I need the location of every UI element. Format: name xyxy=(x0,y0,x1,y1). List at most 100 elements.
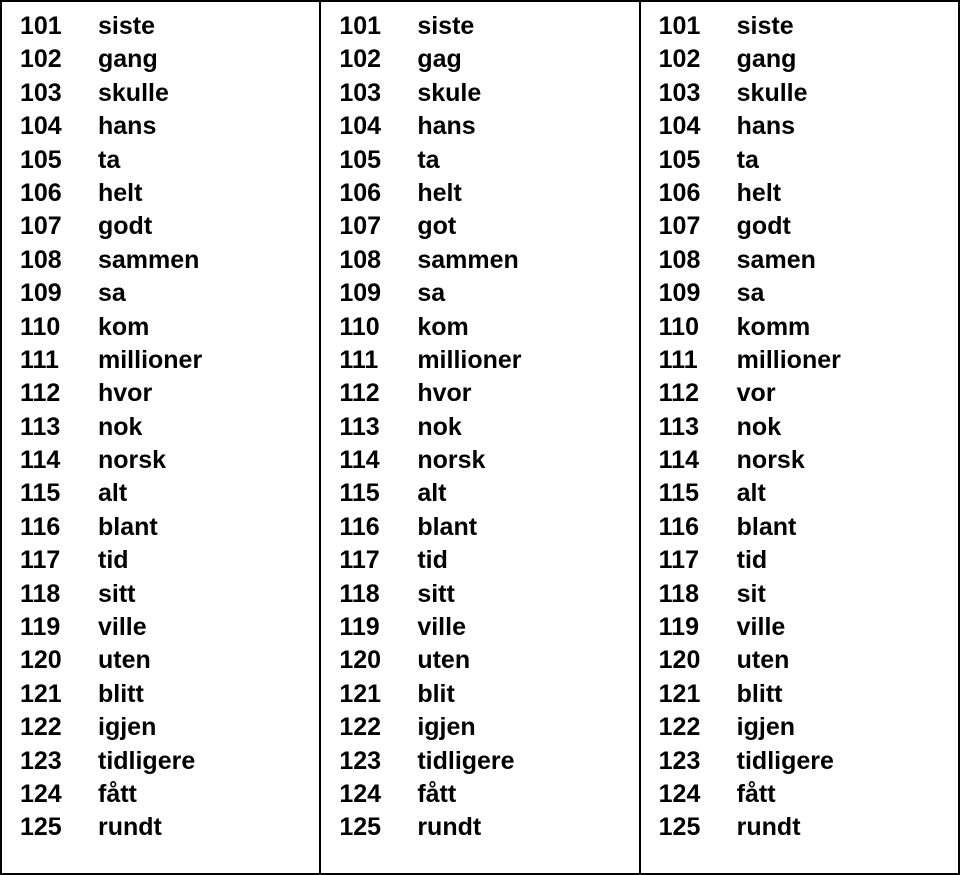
row-word: millioner xyxy=(737,346,948,375)
list-row: 121blitt xyxy=(20,680,309,713)
list-row: 117tid xyxy=(20,546,309,579)
row-number: 118 xyxy=(659,580,737,609)
row-word: tidligere xyxy=(417,747,628,776)
row-word: alt xyxy=(98,479,309,508)
row-number: 122 xyxy=(20,713,98,742)
row-number: 109 xyxy=(659,279,737,308)
row-word: gang xyxy=(98,45,309,74)
row-number: 121 xyxy=(659,680,737,709)
row-word: fått xyxy=(737,780,948,809)
row-word: blant xyxy=(737,513,948,542)
row-word: nok xyxy=(737,413,948,442)
list-row: 102gag xyxy=(339,45,628,78)
row-word: alt xyxy=(417,479,628,508)
row-number: 108 xyxy=(20,246,98,275)
list-row: 116blant xyxy=(659,513,948,546)
row-word: fått xyxy=(98,780,309,809)
list-row: 116blant xyxy=(20,513,309,546)
row-number: 118 xyxy=(20,580,98,609)
row-number: 111 xyxy=(339,346,417,375)
row-word: helt xyxy=(98,179,309,208)
row-number: 106 xyxy=(20,179,98,208)
row-number: 115 xyxy=(659,479,737,508)
row-number: 116 xyxy=(20,513,98,542)
row-number: 101 xyxy=(659,12,737,41)
row-number: 107 xyxy=(20,212,98,241)
list-row: 115alt xyxy=(20,479,309,512)
row-number: 124 xyxy=(659,780,737,809)
list-row: 119ville xyxy=(659,613,948,646)
row-number: 111 xyxy=(20,346,98,375)
row-word: fått xyxy=(417,780,628,809)
row-word: skulle xyxy=(98,79,309,108)
list-row: 121blitt xyxy=(659,680,948,713)
row-word: siste xyxy=(417,12,628,41)
row-word: ta xyxy=(417,146,628,175)
row-number: 112 xyxy=(20,379,98,408)
list-row: 108sammen xyxy=(20,246,309,279)
row-number: 125 xyxy=(339,813,417,842)
row-number: 113 xyxy=(339,413,417,442)
row-word: alt xyxy=(737,479,948,508)
list-row: 112hvor xyxy=(339,379,628,412)
list-row: 122igjen xyxy=(20,713,309,746)
list-row: 121blit xyxy=(339,680,628,713)
list-row: 107godt xyxy=(659,212,948,245)
row-number: 120 xyxy=(339,646,417,675)
list-row: 120uten xyxy=(659,646,948,679)
row-number: 110 xyxy=(659,313,737,342)
row-word: skulle xyxy=(737,79,948,108)
row-number: 116 xyxy=(659,513,737,542)
row-word: sammen xyxy=(98,246,309,275)
list-row: 114norsk xyxy=(20,446,309,479)
row-word: helt xyxy=(737,179,948,208)
row-word: sitt xyxy=(98,580,309,609)
row-number: 117 xyxy=(339,546,417,575)
list-row: 112hvor xyxy=(20,379,309,412)
row-number: 102 xyxy=(659,45,737,74)
row-word: igjen xyxy=(417,713,628,742)
list-row: 118sit xyxy=(659,580,948,613)
row-word: got xyxy=(417,212,628,241)
list-row: 119ville xyxy=(20,613,309,646)
list-row: 101siste xyxy=(339,12,628,45)
row-word: hvor xyxy=(417,379,628,408)
row-word: sitt xyxy=(417,580,628,609)
row-word: sa xyxy=(98,279,309,308)
row-number: 103 xyxy=(659,79,737,108)
row-number: 104 xyxy=(20,112,98,141)
row-number: 117 xyxy=(659,546,737,575)
row-number: 101 xyxy=(20,12,98,41)
row-word: ta xyxy=(737,146,948,175)
list-row: 113nok xyxy=(339,413,628,446)
row-number: 122 xyxy=(659,713,737,742)
row-word: uten xyxy=(417,646,628,675)
row-number: 125 xyxy=(659,813,737,842)
column-2: 101siste102gag103skule104hans105ta106hel… xyxy=(319,2,638,873)
row-word: hans xyxy=(737,112,948,141)
row-word: samen xyxy=(737,246,948,275)
list-row: 114norsk xyxy=(659,446,948,479)
list-row: 105ta xyxy=(339,146,628,179)
row-number: 120 xyxy=(659,646,737,675)
row-word: gag xyxy=(417,45,628,74)
list-row: 113nok xyxy=(20,413,309,446)
row-word: rundt xyxy=(98,813,309,842)
row-number: 105 xyxy=(339,146,417,175)
row-number: 113 xyxy=(659,413,737,442)
list-row: 110kom xyxy=(20,313,309,346)
row-word: sit xyxy=(737,580,948,609)
row-word: tid xyxy=(417,546,628,575)
list-row: 101siste xyxy=(659,12,948,45)
row-word: siste xyxy=(98,12,309,41)
row-word: helt xyxy=(417,179,628,208)
list-row: 124fått xyxy=(20,780,309,813)
list-row: 114norsk xyxy=(339,446,628,479)
row-word: hans xyxy=(417,112,628,141)
row-word: blitt xyxy=(98,680,309,709)
row-number: 115 xyxy=(20,479,98,508)
list-row: 102gang xyxy=(659,45,948,78)
list-row: 123tidligere xyxy=(659,747,948,780)
row-number: 119 xyxy=(659,613,737,642)
list-row: 111millioner xyxy=(339,346,628,379)
